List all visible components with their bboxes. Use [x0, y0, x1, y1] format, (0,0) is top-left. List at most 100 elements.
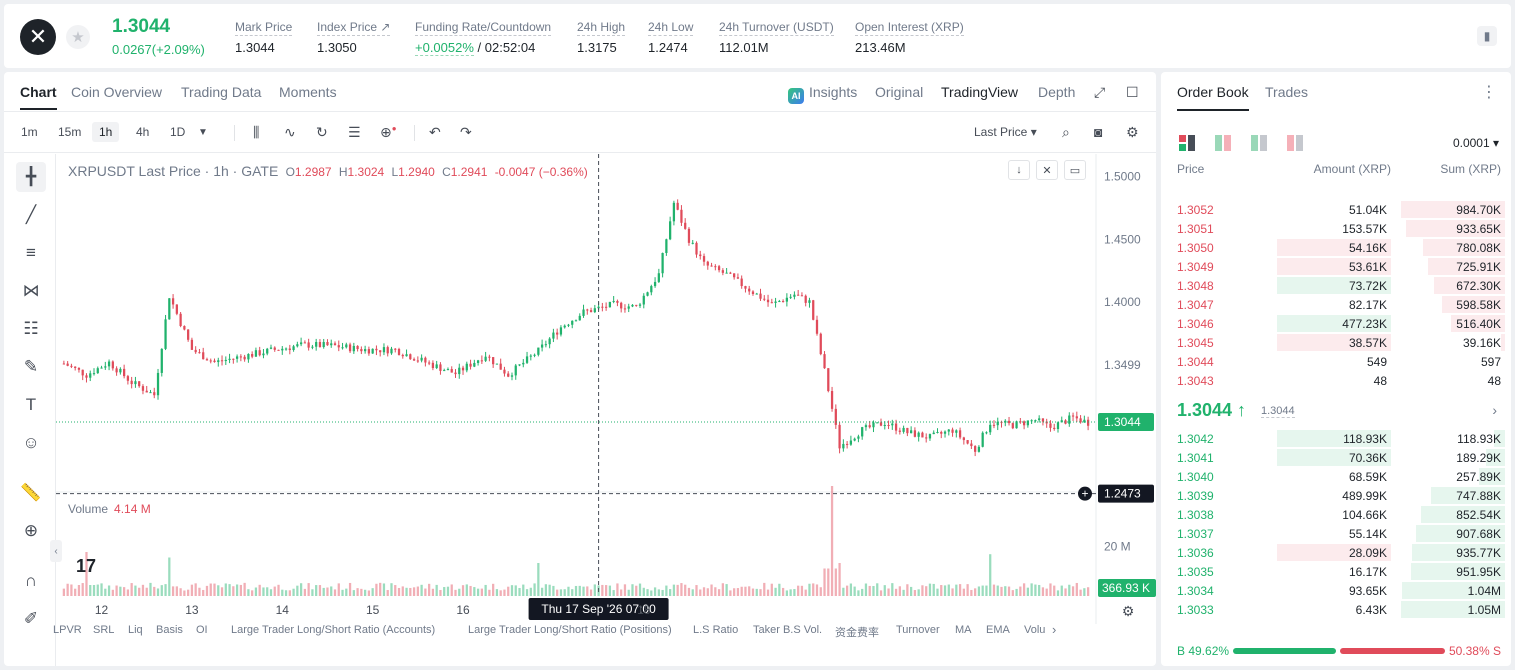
tab-insights[interactable]: AI Insights: [788, 84, 857, 104]
expand-icon[interactable]: ⤢: [1094, 84, 1106, 100]
search-icon[interactable]: ⌕: [1062, 124, 1070, 140]
view-both-icon[interactable]: [1179, 135, 1195, 151]
ask-row[interactable]: 1.3047 82.17K 598.58K: [1161, 295, 1511, 314]
trend-line-icon[interactable]: ╱: [25, 205, 37, 224]
collapse-arrow-icon[interactable]: ‹: [50, 540, 62, 562]
stat-open-interest[interactable]: Open Interest (XRP) 213.46M: [855, 20, 964, 55]
pattern-icon[interactable]: ⋈: [22, 281, 40, 300]
bid-row[interactable]: 1.3041 70.36K 189.29K: [1161, 448, 1511, 467]
candle-body: [702, 256, 706, 262]
ask-row[interactable]: 1.3044 549 597: [1161, 352, 1511, 371]
zoom-in-icon[interactable]: ⊕: [23, 521, 39, 540]
indicator-1[interactable]: SRL: [93, 624, 115, 636]
bid-row[interactable]: 1.3038 104.66K 852.54K: [1161, 505, 1511, 524]
collapse-icon[interactable]: ✕: [1036, 160, 1058, 180]
indicator-3[interactable]: Basis: [156, 624, 183, 636]
ask-row[interactable]: 1.3052 51.04K 984.70K: [1161, 200, 1511, 219]
reset-view-icon[interactable]: ▭: [1064, 160, 1086, 180]
indicator-5[interactable]: Large Trader Long/Short Ratio (Accounts): [231, 624, 436, 636]
camera-icon[interactable]: ◙: [1094, 124, 1103, 140]
undo-icon[interactable]: ↶: [429, 124, 441, 140]
view-bids-icon[interactable]: [1251, 135, 1267, 151]
candle-body: [213, 360, 216, 363]
view-asks-icon[interactable]: [1287, 135, 1303, 151]
favorite-star-icon[interactable]: ★: [66, 25, 90, 49]
ask-row[interactable]: 1.3051 153.57K 933.65K: [1161, 219, 1511, 238]
indicator-7[interactable]: L.S Ratio: [693, 624, 739, 636]
candle-body: [827, 368, 830, 392]
ruler-icon[interactable]: 📏: [20, 483, 42, 502]
bid-row[interactable]: 1.3037 55.14K 907.68K: [1161, 524, 1511, 543]
magnet-icon[interactable]: ∩: [24, 571, 38, 590]
candle-body: [367, 349, 371, 354]
redo-icon[interactable]: ↷: [460, 124, 472, 140]
horizontal-lines-icon[interactable]: ≡: [26, 243, 36, 262]
timeframe-1h[interactable]: 1h: [92, 122, 120, 142]
indicator-4[interactable]: OI: [196, 624, 208, 636]
more-options-icon[interactable]: ⋮: [1481, 84, 1497, 101]
candle-type-icon[interactable]: ⫼: [253, 124, 260, 140]
fib-icon[interactable]: ☷: [23, 319, 39, 338]
tab-coin-overview[interactable]: Coin Overview: [71, 84, 163, 100]
ask-row[interactable]: 1.3045 38.57K 39.16K: [1161, 333, 1511, 352]
tab-original[interactable]: Original: [875, 84, 924, 100]
brush-icon[interactable]: ✎: [23, 357, 39, 376]
tab-tradingview[interactable]: TradingView: [941, 84, 1019, 100]
chevron-right-icon[interactable]: ›: [1492, 402, 1497, 418]
stat-funding-rate[interactable]: Funding Rate/Countdown +0.0052% / 02:52:…: [415, 20, 552, 56]
settings-gear-icon[interactable]: ⚙: [1126, 124, 1139, 140]
window-icon[interactable]: ☐: [1126, 84, 1139, 100]
ask-row[interactable]: 1.3050 54.16K 780.08K: [1161, 238, 1511, 257]
timeframe-1d[interactable]: 1D: [170, 125, 186, 139]
tab-trading-data[interactable]: Trading Data: [181, 84, 262, 100]
templates-icon[interactable]: ☰: [348, 124, 361, 140]
ask-row[interactable]: 1.3048 73.72K 672.30K: [1161, 276, 1511, 295]
bid-row[interactable]: 1.3033 6.43K 1.05M: [1161, 600, 1511, 619]
indicator-13[interactable]: Volu: [1024, 624, 1046, 636]
indicator-0[interactable]: LPVR: [53, 624, 82, 636]
pencil-lock-icon[interactable]: ✐: [23, 609, 39, 628]
indicator-12[interactable]: EMA: [986, 624, 1010, 636]
indicator-10[interactable]: Turnover: [896, 624, 940, 636]
indicator-9[interactable]: 资金费率: [835, 627, 879, 639]
ask-row[interactable]: 1.3049 53.61K 725.91K: [1161, 257, 1511, 276]
add-alert-icon[interactable]: ⊕●: [380, 124, 397, 140]
text-tool-icon[interactable]: T: [25, 395, 37, 414]
indicators-icon[interactable]: ∿: [284, 124, 296, 140]
bid-row[interactable]: 1.3042 118.93K 118.93K: [1161, 429, 1511, 448]
replay-icon[interactable]: ↻: [316, 124, 328, 140]
bid-row[interactable]: 1.3035 16.17K 951.95K: [1161, 562, 1511, 581]
view-split-icon[interactable]: [1215, 135, 1231, 151]
indicator-scroll-right-icon[interactable]: ›: [1052, 622, 1057, 637]
price-type-select[interactable]: Last Price ▾: [974, 125, 1037, 139]
bid-row[interactable]: 1.3040 68.59K 257.89K: [1161, 467, 1511, 486]
tab-chart[interactable]: Chart: [20, 84, 57, 110]
stat-mark-price[interactable]: Mark Price 1.3044: [235, 20, 293, 55]
indicator-11[interactable]: MA: [955, 624, 972, 636]
bid-row[interactable]: 1.3039 489.99K 747.88K: [1161, 486, 1511, 505]
candlestick-chart[interactable]: 1.3044 1.2473 + Thu 17 Sep '26 07:00 366.93 …: [56, 154, 1156, 624]
indicator-2[interactable]: Liq: [128, 624, 143, 636]
timeframe-4h[interactable]: 4h: [136, 125, 150, 139]
emoji-icon[interactable]: ☺: [22, 433, 40, 452]
timeframe-dropdown-icon[interactable]: ▼: [198, 127, 208, 138]
crosshair-icon[interactable]: ╋: [16, 162, 46, 192]
toolbar-divider: [234, 125, 235, 141]
timeframe-15m[interactable]: 15m: [58, 125, 82, 139]
volume-bar: [635, 585, 638, 596]
indicator-8[interactable]: Taker B.S Vol.: [753, 624, 823, 636]
bid-row[interactable]: 1.3036 28.09K 935.77K: [1161, 543, 1511, 562]
stat-index-price[interactable]: Index Price ↗ 1.3050: [317, 20, 391, 55]
bid-row[interactable]: 1.3034 93.65K 1.04M: [1161, 581, 1511, 600]
precision-select[interactable]: 0.0001 ▾: [1452, 136, 1499, 150]
tab-trades[interactable]: Trades: [1265, 84, 1309, 100]
indicator-6[interactable]: Large Trader Long/Short Ratio (Positions…: [468, 624, 672, 636]
book-icon[interactable]: ▮: [1477, 26, 1497, 46]
ask-row[interactable]: 1.3043 48 48: [1161, 371, 1511, 390]
scroll-down-icon[interactable]: ↓: [1008, 160, 1030, 180]
tab-moments[interactable]: Moments: [279, 84, 337, 100]
ask-row[interactable]: 1.3046 477.23K 516.40K: [1161, 314, 1511, 333]
tab-order-book[interactable]: Order Book: [1177, 84, 1249, 111]
timeframe-1m[interactable]: 1m: [21, 125, 38, 139]
tab-depth[interactable]: Depth: [1038, 84, 1076, 100]
